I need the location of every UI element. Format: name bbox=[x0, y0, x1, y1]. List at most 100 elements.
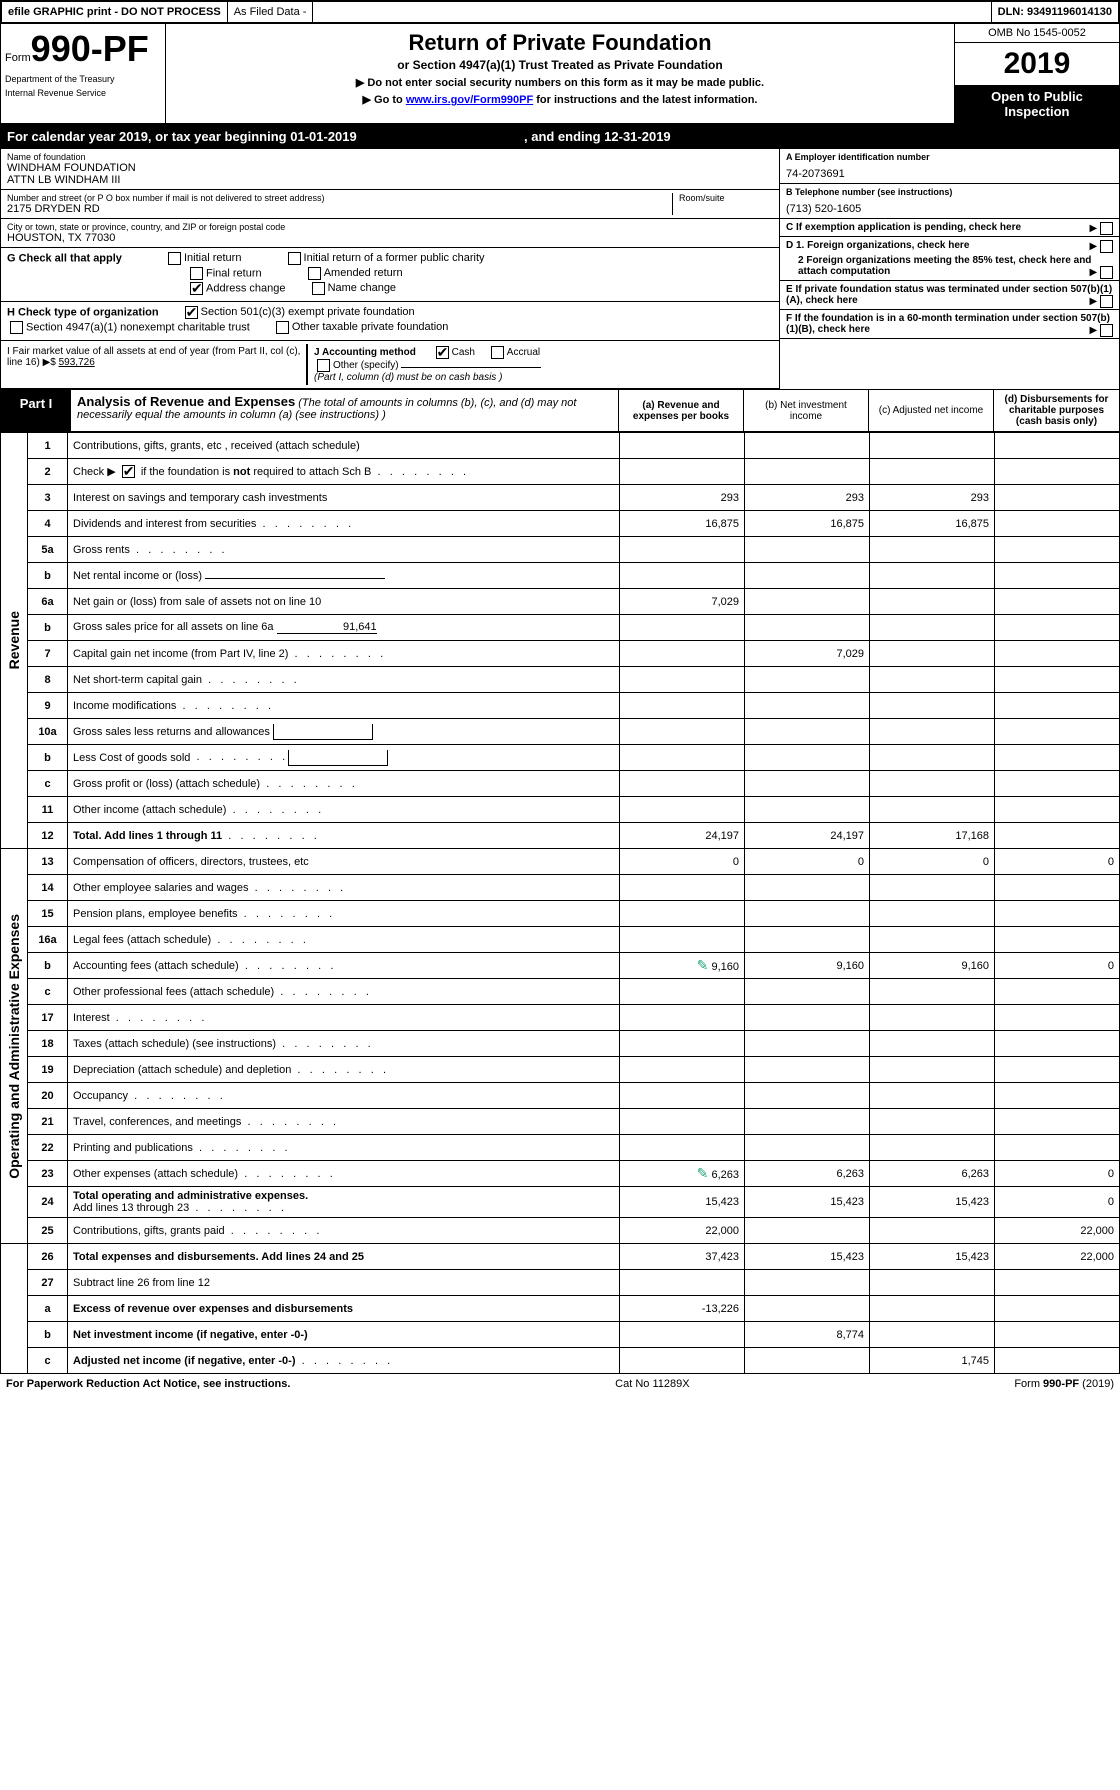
open-to-public: Open to Public Inspection bbox=[955, 85, 1119, 123]
tax-year: 2019 bbox=[955, 43, 1119, 85]
form-number-big: 990-PF bbox=[31, 28, 149, 69]
name-cell: Name of foundation WINDHAM FOUNDATION AT… bbox=[1, 149, 779, 190]
chk-foreign-org[interactable] bbox=[1100, 240, 1113, 253]
form-ref: Form 990-PF (2019) bbox=[1014, 1378, 1114, 1390]
chk-accrual[interactable] bbox=[491, 346, 504, 359]
top-bar: efile GRAPHIC print - DO NOT PROCESS As … bbox=[0, 0, 1120, 24]
chk-501c3[interactable] bbox=[185, 306, 198, 319]
table-row: 9Income modifications bbox=[1, 693, 1120, 719]
table-row: 2Check ▶ if the foundation is not requir… bbox=[1, 459, 1120, 485]
table-row: 22Printing and publications bbox=[1, 1135, 1120, 1161]
dept-irs: Internal Revenue Service bbox=[5, 88, 161, 98]
table-row: 3Interest on savings and temporary cash … bbox=[1, 485, 1120, 511]
entity-info: Name of foundation WINDHAM FOUNDATION AT… bbox=[0, 149, 1120, 389]
phone-value: (713) 520-1605 bbox=[786, 203, 1113, 215]
table-row: bAccounting fees (attach schedule)✎ 9,16… bbox=[1, 953, 1120, 979]
table-row: 24Total operating and administrative exp… bbox=[1, 1187, 1120, 1218]
chk-status-terminated[interactable] bbox=[1100, 295, 1113, 308]
address-cell: Number and street (or P O box number if … bbox=[1, 190, 779, 219]
chk-cash[interactable] bbox=[436, 346, 449, 359]
table-row: 15Pension plans, employee benefits bbox=[1, 901, 1120, 927]
form-header: Form990-PF Department of the Treasury In… bbox=[0, 24, 1120, 124]
efile-label: efile GRAPHIC print - DO NOT PROCESS bbox=[2, 2, 228, 22]
form-number: Form990-PF bbox=[5, 28, 161, 70]
chk-other-taxable[interactable] bbox=[276, 321, 289, 334]
part1-desc: Analysis of Revenue and Expenses (The to… bbox=[71, 390, 619, 431]
table-row: 4Dividends and interest from securities1… bbox=[1, 511, 1120, 537]
street-address: 2175 DRYDEN RD bbox=[7, 203, 666, 215]
top-bar-spacer bbox=[313, 2, 991, 22]
table-row: Operating and Administrative Expenses 13… bbox=[1, 849, 1120, 875]
ein-cell: A Employer identification number 74-2073… bbox=[780, 149, 1119, 184]
table-row: 17Interest bbox=[1, 1005, 1120, 1031]
chk-exemption-pending[interactable] bbox=[1100, 222, 1113, 235]
irs-link[interactable]: www.irs.gov/Form990PF bbox=[406, 94, 533, 106]
revenue-side-label: Revenue bbox=[6, 611, 22, 669]
header-right: OMB No 1545-0052 2019 Open to Public Ins… bbox=[954, 24, 1119, 123]
chk-initial-return[interactable] bbox=[168, 252, 181, 265]
dln-label: DLN: 93491196014130 bbox=[992, 2, 1118, 22]
table-row: 18Taxes (attach schedule) (see instructi… bbox=[1, 1031, 1120, 1057]
dept-treasury: Department of the Treasury bbox=[5, 74, 161, 84]
header-left: Form990-PF Department of the Treasury In… bbox=[1, 24, 166, 123]
form-note-1: ▶ Do not enter social security numbers o… bbox=[172, 76, 948, 89]
header-middle: Return of Private Foundation or Section … bbox=[166, 24, 954, 123]
table-row: 20Occupancy bbox=[1, 1083, 1120, 1109]
as-filed-label: As Filed Data - bbox=[228, 2, 314, 22]
attachment-icon[interactable]: ✎ bbox=[697, 957, 709, 973]
table-row: bLess Cost of goods sold bbox=[1, 745, 1120, 771]
form-990pf-page: efile GRAPHIC print - DO NOT PROCESS As … bbox=[0, 0, 1120, 1394]
chk-name-change[interactable] bbox=[312, 282, 325, 295]
table-row: bNet rental income or (loss) bbox=[1, 563, 1120, 589]
chk-amended-return[interactable] bbox=[308, 267, 321, 280]
form-title: Return of Private Foundation bbox=[172, 30, 948, 56]
table-row: cAdjusted net income (if negative, enter… bbox=[1, 1348, 1120, 1374]
paperwork-notice: For Paperwork Reduction Act Notice, see … bbox=[6, 1378, 290, 1390]
expenses-side-label: Operating and Administrative Expenses bbox=[6, 914, 22, 1179]
chk-60-month[interactable] bbox=[1100, 324, 1113, 337]
table-row: bGross sales price for all assets on lin… bbox=[1, 615, 1120, 641]
table-row: 11Other income (attach schedule) bbox=[1, 797, 1120, 823]
table-row: cGross profit or (loss) (attach schedule… bbox=[1, 771, 1120, 797]
form-prefix: Form bbox=[5, 52, 31, 64]
table-row: Revenue 1Contributions, gifts, grants, e… bbox=[1, 433, 1120, 459]
col-c-header: (c) Adjusted net income bbox=[869, 390, 994, 431]
chk-initial-former[interactable] bbox=[288, 252, 301, 265]
table-row: 10aGross sales less returns and allowanc… bbox=[1, 719, 1120, 745]
phone-cell: B Telephone number (see instructions) (7… bbox=[780, 184, 1119, 219]
table-row: 16aLegal fees (attach schedule) bbox=[1, 927, 1120, 953]
table-row: aExcess of revenue over expenses and dis… bbox=[1, 1296, 1120, 1322]
table-row: 25Contributions, gifts, grants paid22,00… bbox=[1, 1218, 1120, 1244]
table-row: 6aNet gain or (loss) from sale of assets… bbox=[1, 589, 1120, 615]
attachment-icon[interactable]: ✎ bbox=[697, 1165, 709, 1181]
form-note-2: ▶ Go to www.irs.gov/Form990PF for instru… bbox=[172, 93, 948, 106]
cat-no: Cat No 11289X bbox=[615, 1378, 689, 1390]
table-row: 7Capital gain net income (from Part IV, … bbox=[1, 641, 1120, 667]
form-subtitle: or Section 4947(a)(1) Trust Treated as P… bbox=[172, 58, 948, 72]
omb-number: OMB No 1545-0052 bbox=[955, 24, 1119, 43]
section-f: F If the foundation is in a 60-month ter… bbox=[780, 310, 1119, 339]
ein-value: 74-2073691 bbox=[786, 168, 1113, 180]
table-row: 12Total. Add lines 1 through 1124,19724,… bbox=[1, 823, 1120, 849]
chk-sch-b[interactable] bbox=[122, 465, 135, 478]
table-row: 8Net short-term capital gain bbox=[1, 667, 1120, 693]
foundation-attn: ATTN LB WINDHAM III bbox=[7, 174, 773, 186]
foundation-name: WINDHAM FOUNDATION bbox=[7, 162, 773, 174]
section-h: H Check type of organization Section 501… bbox=[1, 302, 779, 341]
table-row: 14Other employee salaries and wages bbox=[1, 875, 1120, 901]
col-a-header: (a) Revenue and expenses per books bbox=[619, 390, 744, 431]
chk-85-test[interactable] bbox=[1100, 266, 1113, 279]
part1-header: Part I Analysis of Revenue and Expenses … bbox=[0, 389, 1120, 432]
chk-address-change[interactable] bbox=[190, 282, 203, 295]
table-row: 23Other expenses (attach schedule)✎ 6,26… bbox=[1, 1161, 1120, 1187]
chk-final-return[interactable] bbox=[190, 267, 203, 280]
table-row: bNet investment income (if negative, ent… bbox=[1, 1322, 1120, 1348]
table-row: 19Depreciation (attach schedule) and dep… bbox=[1, 1057, 1120, 1083]
table-row: 26Total expenses and disbursements. Add … bbox=[1, 1244, 1120, 1270]
section-d: D 1. Foreign organizations, check here▶ … bbox=[780, 237, 1119, 281]
table-row: 21Travel, conferences, and meetings bbox=[1, 1109, 1120, 1135]
col-d-header: (d) Disbursements for charitable purpose… bbox=[994, 390, 1119, 431]
chk-4947a1[interactable] bbox=[10, 321, 23, 334]
chk-other-method[interactable] bbox=[317, 359, 330, 372]
city-state-zip: HOUSTON, TX 77030 bbox=[7, 232, 773, 244]
